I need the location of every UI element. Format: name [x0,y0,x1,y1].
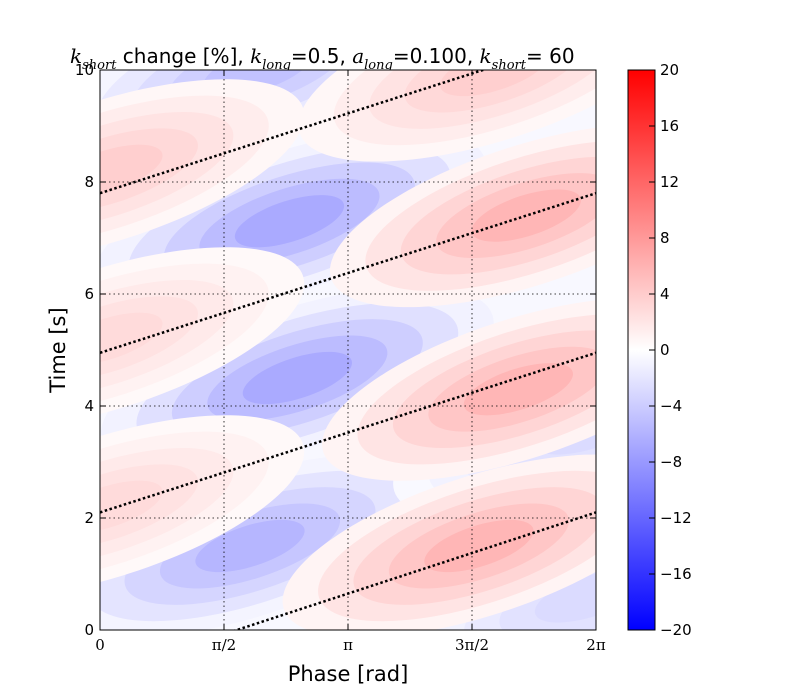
contour-blob-pos-lower-right [282,454,596,630]
y-tick-label: 10 [75,61,94,79]
contour-blob-pos-top-right [298,70,596,162]
colorbar-tick-label: 4 [660,285,670,303]
contour-level [100,144,163,197]
overlay-line-2 [100,351,596,514]
colorbar-tick-label: −4 [660,397,682,415]
y-axis-label: Time [s] [46,307,70,393]
title-part: change [%], [116,44,250,68]
x-tick-label: π/2 [212,636,236,654]
grid [100,70,596,630]
contour-level [234,195,345,248]
contour-level [534,570,596,623]
contour-level [242,351,352,405]
y-tick-label: 4 [84,397,94,415]
y-tick-label: 8 [84,173,94,191]
title-part: short [492,58,527,73]
colorbar-tick-label: 16 [660,117,679,135]
contour-level [100,312,163,365]
colorbar-tick-label: 20 [660,61,679,79]
colorbar: 20 16 12 8 4 0 −4 −8 −12 −16 −20 [627,61,692,639]
overlay-line-1 [232,511,596,630]
colorbar-tick-label: 8 [660,229,670,247]
contour-blob-pos-upper-right [329,124,596,308]
contour-level [463,363,574,416]
contour-level [440,70,550,97]
x-tick-label: 3π/2 [455,636,489,654]
colorbar-tick-label: −8 [660,453,682,471]
y-tick-label: 0 [84,621,94,639]
contour-blob-pos-left-lower [100,415,305,599]
x-tick-label: 2π [586,636,606,654]
x-axis: 0 π/2 π 3π/2 2π [95,70,606,654]
contour-blob-pos-left-upper [100,79,305,263]
contour-blob-pos-left-middle [100,247,305,431]
title-part: =0.100, [393,44,480,68]
contour-level [471,189,581,242]
contour-blob-pos-middle-right [322,297,596,481]
x-axis-label: Phase [rad] [288,662,409,686]
y-axis: 0 2 4 6 8 10 [75,61,596,639]
contour-level [195,519,305,573]
title-part: long [262,58,291,73]
title-part: = 60 [526,44,575,68]
colorbar-ticks: 20 16 12 8 4 0 −4 −8 −12 −16 −20 [649,61,692,639]
colorbar-tick-label: 12 [660,173,679,191]
contour-blob-neg-corner-low [393,504,596,630]
contour-level [100,480,163,533]
x-tick-label: π [343,636,353,654]
y-tick-label: 6 [84,285,94,303]
colorbar-tick-label: −20 [660,621,692,639]
title-part: k [70,44,82,68]
chart-title: kshort change [%], klong=0.5, along=0.10… [70,44,575,73]
overlay-line-4 [100,70,487,195]
title-part: a [352,44,364,68]
title-part: short [82,58,117,73]
title-part: k [480,44,492,68]
colorbar-tick-label: −12 [660,509,692,527]
x-tick-label: 0 [95,636,105,654]
colorbar-tick-label: 0 [660,341,670,359]
title-part: long [364,58,393,73]
y-tick-label: 2 [84,509,94,527]
colorbar-tick-label: −16 [660,565,692,583]
title-part: k [250,44,262,68]
contour-blob-neg-lower [100,454,447,630]
title-part: =0.5, [291,44,352,68]
